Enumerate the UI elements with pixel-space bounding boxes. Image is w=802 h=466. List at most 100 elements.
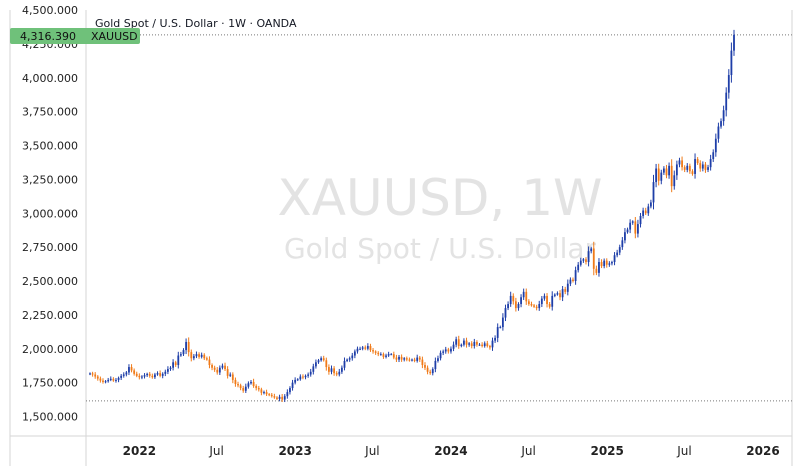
candle-body	[647, 206, 650, 214]
candle-body	[307, 374, 310, 376]
candle-body	[263, 392, 265, 394]
candle-body	[203, 354, 206, 359]
candle-body	[198, 354, 200, 357]
candle-body	[499, 327, 502, 329]
candle-body	[148, 373, 151, 376]
candle-body	[600, 262, 603, 267]
y-tick-label: 2,000.000	[22, 343, 78, 356]
candle-body	[120, 375, 123, 378]
candle-body	[434, 360, 437, 370]
candle-body	[156, 373, 159, 375]
candle-body	[613, 255, 616, 263]
candle-body	[587, 251, 590, 263]
candle-body	[122, 374, 125, 376]
candle-body	[117, 377, 120, 380]
candle-body	[621, 240, 624, 248]
candle-body	[450, 348, 452, 352]
candle-body	[229, 374, 232, 376]
candle-body	[273, 396, 276, 398]
y-tick-label: 3,750.000	[22, 106, 78, 119]
candle-body	[483, 343, 486, 347]
candle-body	[291, 382, 294, 389]
candle-body	[247, 383, 250, 387]
candle-body	[89, 373, 91, 375]
candle-body	[172, 362, 175, 368]
candle-body	[470, 343, 473, 347]
candle-body	[626, 229, 629, 233]
candle-body	[359, 348, 361, 350]
candlestick-series	[89, 29, 735, 403]
candle-body	[146, 373, 149, 376]
candle-body	[611, 262, 613, 264]
candle-body	[437, 358, 439, 361]
candle-body	[325, 360, 328, 368]
candle-body	[488, 346, 491, 348]
candle-body	[476, 341, 478, 345]
candle-body	[569, 279, 572, 284]
candle-body	[468, 343, 471, 345]
candle-body	[315, 362, 317, 367]
candle-body	[733, 34, 735, 51]
x-tick-label: Jul	[364, 444, 379, 458]
candle-body	[463, 340, 465, 345]
x-tick-label: 2023	[278, 444, 311, 458]
watermark-symbol: XAUUSD, 1W	[278, 169, 603, 227]
candle-body	[333, 368, 336, 374]
candle-body	[688, 165, 691, 172]
candle-body	[699, 163, 702, 169]
candle-body	[353, 351, 356, 356]
candle-body	[577, 264, 580, 271]
candle-body	[522, 291, 525, 298]
candle-body	[224, 365, 226, 370]
candle-body	[442, 351, 445, 353]
candle-body	[561, 289, 564, 298]
candle-body	[390, 354, 393, 356]
candle-body	[351, 355, 354, 359]
candle-body	[421, 359, 424, 366]
candle-body	[252, 381, 255, 387]
candle-body	[320, 358, 323, 361]
candle-body	[364, 347, 367, 349]
candle-body	[239, 385, 242, 389]
candle-body	[538, 304, 541, 309]
candle-body	[379, 354, 382, 356]
candle-body	[211, 365, 213, 368]
candle-body	[244, 386, 247, 391]
candle-body	[99, 378, 102, 381]
candle-body	[141, 376, 143, 378]
candle-body	[501, 317, 504, 328]
candle-body	[517, 304, 520, 309]
candle-body	[657, 168, 660, 181]
candle-body	[512, 295, 515, 302]
candle-body	[722, 110, 725, 122]
candle-body	[566, 283, 569, 292]
candle-body	[662, 168, 665, 173]
candle-body	[377, 352, 380, 355]
y-tick-label: 4,000.000	[22, 72, 78, 85]
candle-body	[164, 371, 167, 374]
candle-body	[322, 358, 325, 361]
candle-body	[278, 396, 281, 399]
candle-body	[546, 295, 548, 305]
candle-body	[631, 221, 634, 223]
candle-body	[169, 367, 172, 370]
candle-body	[447, 349, 450, 352]
candle-body	[356, 348, 359, 352]
candle-body	[668, 165, 670, 176]
candle-body	[154, 374, 156, 378]
candle-body	[405, 358, 408, 360]
candle-body	[473, 341, 476, 347]
candle-body	[213, 367, 216, 370]
x-tick-label: Jul	[676, 444, 691, 458]
candle-body	[439, 352, 442, 359]
candle-body	[530, 304, 533, 306]
candle-body	[426, 367, 429, 372]
candle-body	[670, 165, 673, 187]
candle-body	[649, 202, 652, 207]
candle-body	[525, 291, 528, 302]
candle-body	[343, 360, 346, 368]
candle-body	[218, 367, 221, 373]
candle-body	[270, 394, 273, 397]
candle-body	[276, 397, 278, 399]
